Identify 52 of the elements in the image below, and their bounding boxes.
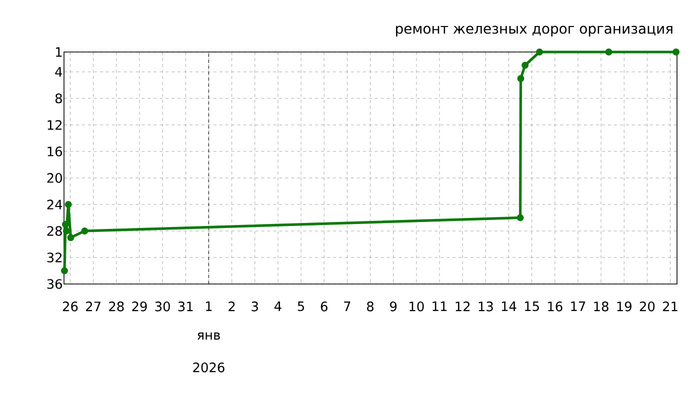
y-tick-label: 24 (47, 200, 62, 210)
x-tick-label: 30 (155, 302, 170, 312)
point (517, 75, 524, 82)
y-tick-label: 36 (47, 279, 62, 289)
x-tick-label: 7 (344, 302, 350, 311)
x-tick-label: 29 (132, 302, 147, 312)
x-tick-label: 18 (594, 302, 608, 312)
text: янв (198, 332, 220, 340)
point (62, 227, 70, 234)
x-tick-label: 27 (86, 302, 100, 312)
point (522, 62, 529, 69)
y-tick-label: 28 (47, 226, 62, 236)
text: 2026 (193, 362, 224, 372)
x-tick-label: 12 (456, 302, 470, 312)
y-tick-label: 4 (55, 67, 62, 77)
x-tick-label: 26 (62, 302, 78, 312)
x-tick-label: 6 (320, 302, 328, 312)
x-tick-label: 16 (548, 302, 562, 312)
x-tick-label: 13 (478, 302, 493, 312)
chart-title: ремонт железных дорог организация (396, 26, 672, 37)
x-tick-label: 15 (524, 302, 539, 312)
point (81, 227, 88, 234)
y-tick-label: 16 (48, 146, 62, 156)
x-tick-label: 19 (617, 302, 632, 312)
x-tick-label: 28 (109, 302, 124, 312)
x-tick-label: 8 (367, 302, 374, 312)
point (64, 200, 72, 208)
point (672, 48, 680, 56)
y-tick-label: 12 (48, 120, 62, 130)
x-tick-label: 14 (502, 302, 516, 311)
point (536, 48, 543, 56)
x-tick-label: 10 (410, 302, 424, 312)
x-tick-label: 17 (571, 302, 586, 311)
x-tick-label: 5 (298, 302, 304, 312)
x-tick-label: 1 (206, 302, 212, 311)
y-tick-label: 20 (47, 173, 62, 183)
x-tick-label: 11 (432, 302, 447, 311)
point (67, 234, 74, 242)
x-tick-label: 21 (662, 302, 678, 312)
x-tick-label: 20 (640, 302, 655, 312)
y-tick-label: 1 (56, 47, 62, 57)
x-tick-label: 31 (178, 302, 193, 312)
x-tick-label: 2 (228, 302, 235, 312)
y-tick-label: 8 (55, 94, 62, 104)
point (516, 214, 524, 222)
point (60, 267, 68, 274)
y-tick-label: 32 (47, 252, 62, 262)
x-tick-label: 9 (390, 302, 397, 312)
x-tick-label: 4 (274, 302, 282, 311)
point (62, 220, 69, 228)
point (605, 48, 612, 56)
x-tick-label: 3 (252, 302, 258, 312)
